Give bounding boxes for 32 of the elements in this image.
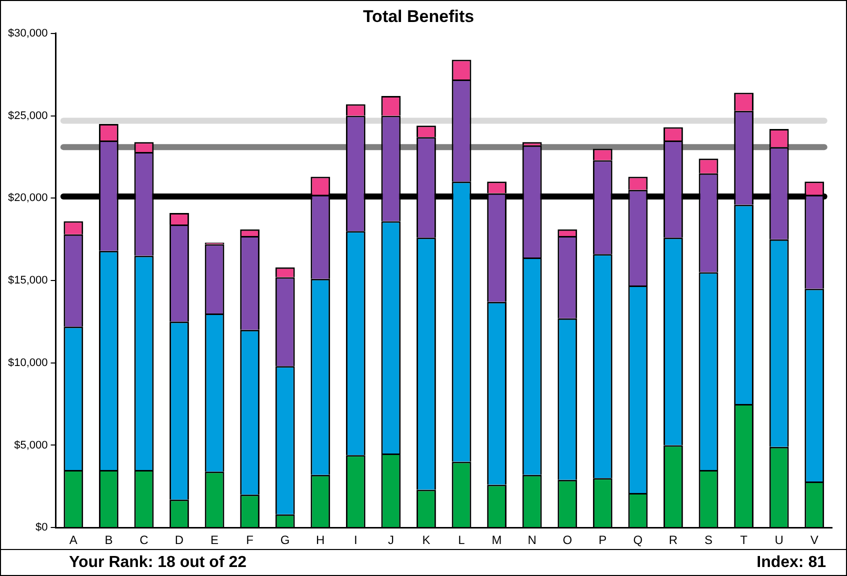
x-tick-label: J xyxy=(388,533,394,548)
y-tick-label: $25,000 xyxy=(8,110,48,122)
chart-title: Total Benefits xyxy=(362,6,474,26)
y-tick-label: $30,000 xyxy=(8,27,48,40)
y-tick-label: $10,000 xyxy=(8,356,48,369)
x-tick-label: D xyxy=(174,533,184,548)
x-tick-label: F xyxy=(246,533,254,548)
x-tick-label: I xyxy=(354,533,358,548)
text: Your Rank: 18 out of 22 xyxy=(69,554,247,572)
y-tick-label: $0 xyxy=(36,522,48,534)
x-tick-label: A xyxy=(69,533,78,548)
x-tick-label: O xyxy=(562,533,572,548)
x-tick-label: N xyxy=(528,533,536,548)
y-tick-label: $15,000 xyxy=(8,274,48,287)
x-tick-label: M xyxy=(492,533,502,548)
x-tick-label: L xyxy=(458,533,466,548)
x-tick-label: B xyxy=(104,533,113,548)
y-tick-label: $20,000 xyxy=(8,192,48,204)
x-tick-label: P xyxy=(598,533,607,548)
x-tick-label: R xyxy=(668,533,678,548)
x-tick-label: Q xyxy=(633,533,643,548)
x-tick-label: U xyxy=(774,533,784,548)
text: Index: 81 xyxy=(756,554,826,572)
y-tick-label: $5,000 xyxy=(14,439,48,452)
x-tick-label: H xyxy=(316,533,325,548)
x-tick-label: K xyxy=(422,533,430,548)
x-tick-label: V xyxy=(810,533,818,548)
x-tick-label: E xyxy=(210,533,219,548)
x-tick-label: T xyxy=(740,533,748,548)
x-tick-label: S xyxy=(704,533,713,548)
x-tick-label: G xyxy=(280,533,290,548)
x-tick-label: C xyxy=(140,533,149,548)
